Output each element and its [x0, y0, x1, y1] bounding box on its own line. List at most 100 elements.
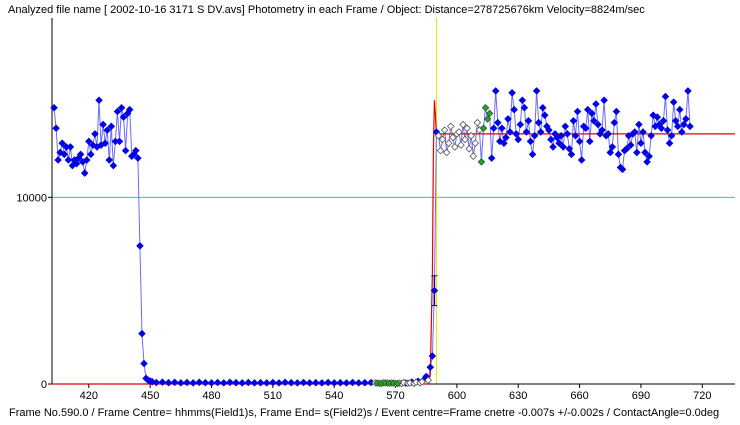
data-point	[113, 107, 122, 116]
data-point	[64, 156, 73, 164]
excluded-point	[473, 118, 482, 127]
data-point	[244, 378, 253, 387]
data-point	[164, 378, 173, 387]
data-point	[684, 87, 692, 95]
data-point	[158, 378, 167, 386]
excluded-point	[440, 126, 449, 134]
data-point	[604, 130, 612, 138]
excluded-point	[461, 135, 469, 144]
excluded-point	[469, 152, 478, 161]
excluded-point	[465, 145, 473, 153]
data-point	[318, 379, 326, 387]
data-point	[95, 96, 103, 105]
data-point	[606, 148, 615, 157]
data-point	[140, 359, 148, 368]
data-point	[91, 130, 99, 138]
data-point	[136, 242, 144, 250]
data-point	[569, 117, 578, 125]
x-tick-label: 570	[386, 390, 404, 402]
x-tick-label: 660	[570, 390, 588, 402]
data-point	[213, 378, 222, 387]
data-point	[653, 113, 662, 121]
data-point	[361, 378, 369, 387]
data-point	[522, 128, 531, 136]
data-point	[618, 165, 627, 174]
chart-title: Analyzed file name [ 2002-10-16 3171 S D…	[8, 4, 645, 16]
data-point	[637, 139, 645, 147]
data-point	[573, 107, 582, 116]
data-point	[293, 379, 302, 387]
data-point	[608, 143, 617, 151]
excluded-point	[455, 128, 463, 136]
status-bar: Frame No.590.0 / Frame Centre= hhmms(Fie…	[9, 407, 720, 419]
data-point	[676, 105, 684, 114]
data-point	[504, 115, 512, 123]
data-point	[491, 87, 500, 95]
data-point	[348, 378, 357, 387]
data-point	[520, 103, 529, 112]
data-point	[649, 111, 657, 119]
data-point	[588, 109, 596, 118]
data-point	[639, 128, 647, 136]
data-point	[575, 137, 584, 146]
data-point	[82, 156, 91, 164]
data-point	[555, 139, 563, 147]
data-point	[58, 139, 66, 147]
data-point	[577, 156, 586, 164]
data-point	[256, 378, 265, 387]
data-point	[502, 133, 510, 142]
data-point	[324, 378, 332, 387]
excluded-point	[459, 120, 467, 129]
data-point	[549, 143, 557, 151]
data-point	[508, 89, 516, 97]
green-point	[483, 115, 492, 123]
data-point	[626, 141, 635, 149]
data-point	[195, 378, 203, 387]
data-point	[516, 120, 525, 129]
data-point	[586, 137, 594, 146]
data-point	[281, 378, 289, 387]
data-point	[541, 111, 549, 119]
data-point	[207, 379, 216, 387]
data-point	[669, 98, 678, 106]
excluded-point	[449, 133, 457, 142]
data-point	[269, 378, 277, 387]
data-point	[354, 379, 363, 387]
data-point	[671, 117, 680, 125]
data-point	[330, 379, 338, 387]
data-point	[622, 145, 631, 153]
data-point	[125, 105, 134, 114]
y-tick-label: 10000	[16, 192, 47, 204]
data-point	[539, 103, 547, 112]
data-point	[584, 105, 592, 114]
data-point	[590, 117, 598, 125]
data-point	[85, 137, 93, 146]
data-point	[430, 286, 439, 295]
green-point	[477, 158, 486, 166]
data-series-line	[53, 90, 691, 385]
data-point	[526, 137, 535, 146]
data-point	[487, 154, 496, 162]
data-point	[532, 87, 541, 95]
data-point	[635, 120, 643, 129]
data-point	[682, 115, 690, 123]
excluded-point	[444, 139, 453, 147]
data-point	[107, 122, 116, 131]
data-point	[510, 105, 518, 114]
x-tick-label: 480	[202, 390, 220, 402]
data-point	[673, 122, 682, 131]
data-point	[641, 148, 649, 157]
data-point	[170, 378, 179, 387]
data-point	[305, 379, 314, 387]
data-point	[220, 379, 228, 387]
data-point	[101, 139, 109, 147]
data-point	[238, 379, 246, 387]
data-point	[138, 329, 146, 338]
excluded-point	[446, 122, 455, 131]
data-point	[571, 131, 580, 140]
data-point	[557, 131, 565, 140]
data-point	[610, 118, 619, 127]
data-point	[99, 120, 107, 129]
data-point	[177, 379, 185, 387]
data-point	[498, 124, 506, 133]
